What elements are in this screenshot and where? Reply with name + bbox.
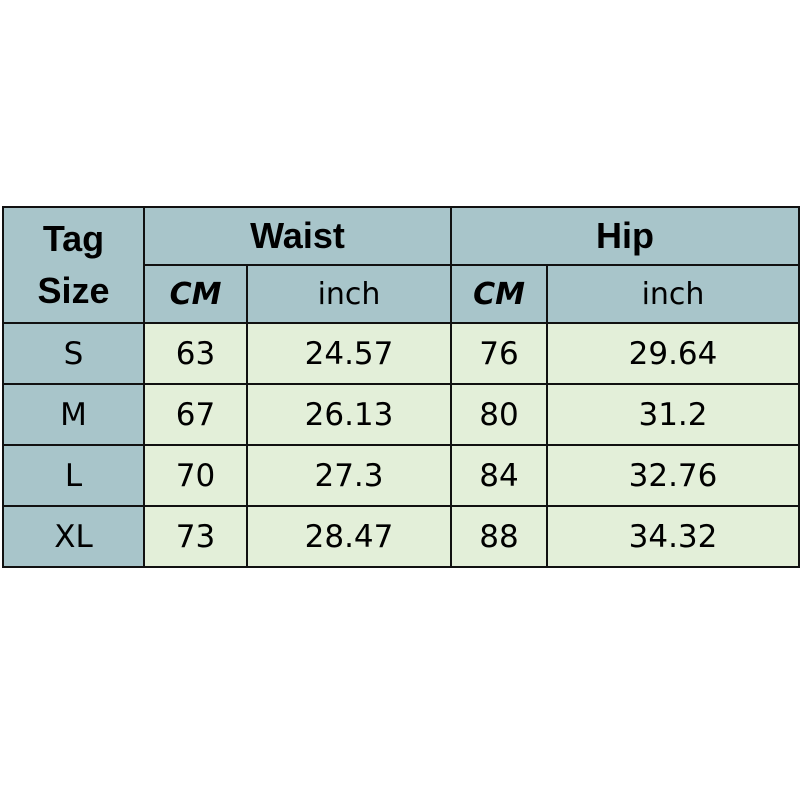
size-label: Size: [37, 270, 110, 311]
table-row: S 63 24.57 76 29.64: [2, 322, 800, 385]
size-cell: S: [2, 322, 145, 385]
hip-inch-header: inch: [546, 264, 800, 324]
hip-header: Hip: [450, 206, 800, 266]
waist-inch-cell: 24.57: [246, 322, 452, 385]
hip-cm-header: CM: [450, 264, 548, 324]
waist-inch-cell: 28.47: [246, 505, 452, 568]
tag-size-header: Tag Size: [2, 206, 145, 324]
hip-inch-cell: 29.64: [546, 322, 800, 385]
size-cell: XL: [2, 505, 145, 568]
waist-cm-cell: 70: [143, 444, 248, 507]
waist-inch-cell: 26.13: [246, 383, 452, 446]
waist-inch-header: inch: [246, 264, 452, 324]
waist-cm-cell: 73: [143, 505, 248, 568]
table-row: M 67 26.13 80 31.2: [2, 383, 800, 446]
size-chart-table: Tag Size Waist Hip CM inch CM inch S 63 …: [2, 206, 800, 568]
table-row: XL 73 28.47 88 34.32: [2, 505, 800, 568]
size-cell: M: [2, 383, 145, 446]
table-row: L 70 27.3 84 32.76: [2, 444, 800, 507]
waist-inch-cell: 27.3: [246, 444, 452, 507]
hip-cm-cell: 84: [450, 444, 548, 507]
tag-label: Tag: [42, 217, 105, 259]
waist-cm-cell: 63: [143, 322, 248, 385]
hip-cm-cell: 76: [450, 322, 548, 385]
hip-cm-cell: 80: [450, 383, 548, 446]
waist-header: Waist: [143, 206, 452, 266]
size-cell: L: [2, 444, 145, 507]
hip-inch-cell: 31.2: [546, 383, 800, 446]
hip-inch-cell: 34.32: [546, 505, 800, 568]
hip-inch-cell: 32.76: [546, 444, 800, 507]
waist-cm-cell: 67: [143, 383, 248, 446]
hip-cm-cell: 88: [450, 505, 548, 568]
waist-cm-header: CM: [143, 264, 248, 324]
